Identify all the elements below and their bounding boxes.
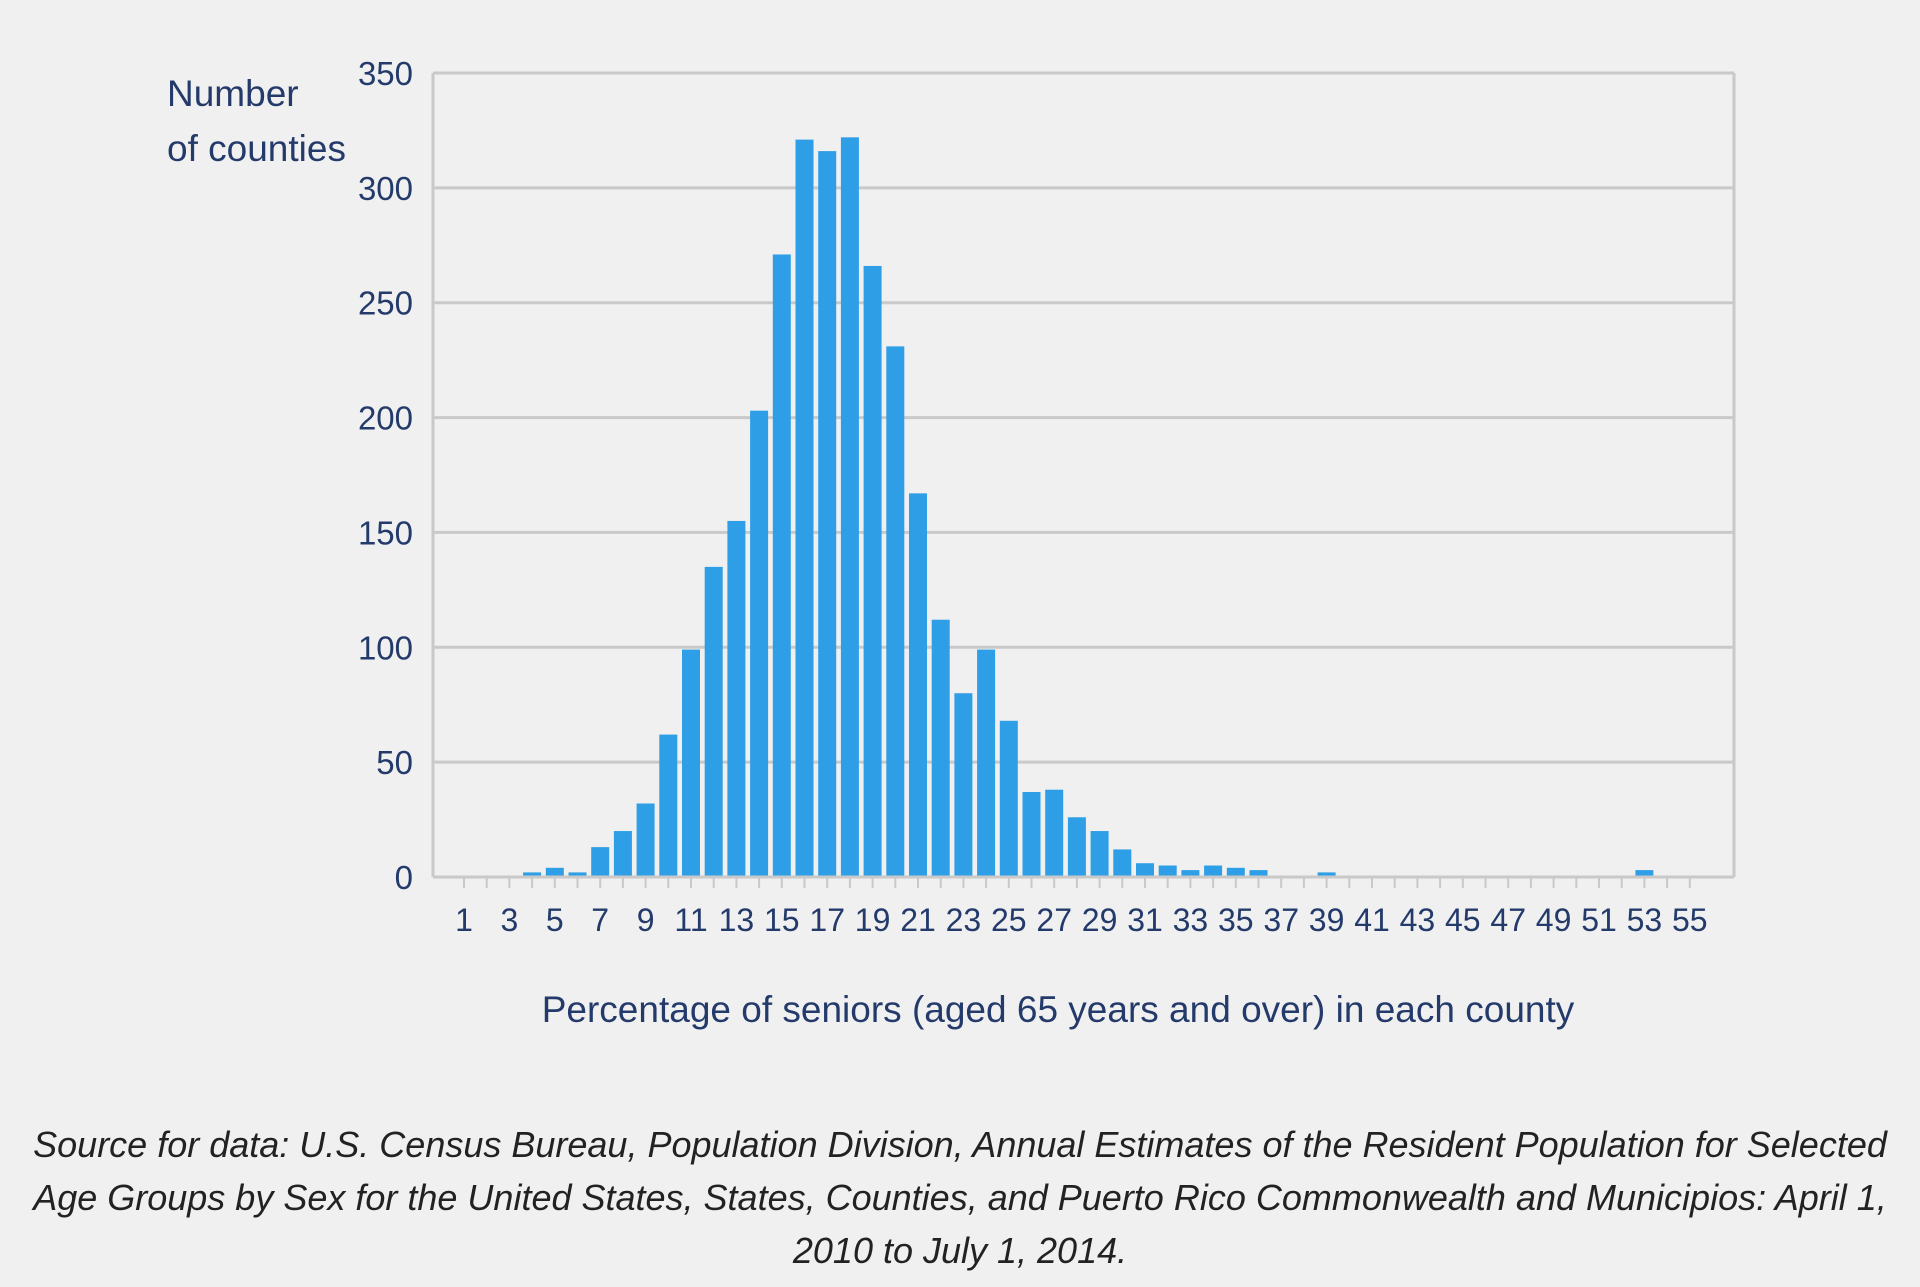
x-tick-label: 53 [1627, 902, 1663, 938]
source-line: Age Groups by Sex for the United States,… [33, 1177, 1887, 1218]
source-line: Source for data: U.S. Census Bureau, Pop… [33, 1124, 1887, 1165]
bar [1249, 870, 1268, 877]
x-tick-label: 49 [1536, 902, 1572, 938]
y-tick-label: 300 [358, 170, 413, 207]
bar [659, 734, 678, 877]
y-axis-label-line-1: Number [167, 73, 299, 114]
x-tick-label: 45 [1445, 902, 1481, 938]
x-tick-label: 29 [1082, 902, 1118, 938]
bar [1136, 863, 1154, 877]
y-tick-label: 100 [358, 629, 413, 666]
x-tick-label: 33 [1173, 902, 1209, 938]
bar [1022, 792, 1041, 877]
bar [1226, 867, 1245, 877]
gridlines [433, 71, 1734, 764]
bar [704, 566, 723, 877]
bar [727, 520, 746, 877]
bar [1067, 817, 1086, 877]
bar [863, 265, 882, 878]
x-tick-label: 19 [855, 902, 891, 938]
x-tick-label: 11 [674, 902, 707, 938]
y-tick-label: 50 [376, 744, 413, 781]
bar [1635, 870, 1654, 877]
x-tick-labels: 1 3 5 7 9 11 13 15 17 19 21 23 25 27 29 31 33 35 37 39 41 43 4… [455, 902, 1707, 938]
y-tick-label: 0 [395, 859, 413, 896]
x-tick-label: 23 [946, 902, 982, 938]
x-axis-label: Percentage of seniors (aged 65 years and… [542, 989, 1575, 1030]
bar [909, 493, 927, 877]
y-tick-label: 200 [358, 400, 413, 437]
y-tick-label: 250 [358, 285, 413, 322]
bar [568, 872, 587, 877]
bar [818, 151, 837, 878]
x-tick-label: 3 [501, 902, 519, 938]
x-tick-label: 39 [1309, 902, 1345, 938]
x-tick-label: 5 [546, 902, 564, 938]
bar [1204, 865, 1223, 877]
x-tick-label: 13 [719, 902, 755, 938]
x-tick-label: 51 [1581, 902, 1617, 938]
bar [682, 649, 700, 877]
bar [977, 649, 996, 877]
x-tick-label: 17 [809, 902, 845, 938]
bar [795, 139, 814, 878]
source-line: 2010 to July 1, 2014. [792, 1230, 1128, 1271]
source-note: Source for data: U.S. Census Bureau, Pop… [30, 1118, 1890, 1277]
bar [613, 831, 632, 877]
x-tick-label: 1 [455, 902, 473, 938]
x-tick-label: 31 [1127, 902, 1163, 938]
x-tick-label: 21 [900, 902, 936, 938]
bar [545, 867, 564, 877]
x-tick-label: 41 [1354, 902, 1390, 938]
y-axis-label-line-2: of counties [167, 128, 346, 169]
x-tick-label: 55 [1672, 902, 1708, 938]
x-tick-label: 37 [1263, 902, 1299, 938]
bar [1317, 872, 1336, 877]
x-tick-label: 43 [1400, 902, 1436, 938]
x-tick-label: 27 [1036, 902, 1072, 938]
x-tick-label: 9 [637, 902, 655, 938]
x-tick-label: 35 [1218, 902, 1254, 938]
bar [954, 693, 973, 877]
bar [750, 410, 769, 877]
bar [1181, 870, 1200, 877]
bar [772, 254, 791, 877]
bars [523, 137, 1654, 878]
bar [591, 847, 610, 877]
bar [1045, 789, 1064, 877]
bar [523, 872, 542, 877]
x-tick-label: 7 [591, 902, 609, 938]
bar [1158, 865, 1177, 877]
bar [840, 137, 859, 877]
bar [636, 803, 655, 877]
x-tick-label: 15 [764, 902, 800, 938]
bar [931, 619, 950, 877]
y-tick-label: 350 [358, 55, 413, 92]
plot-frame [431, 71, 1736, 888]
x-tick-label: 47 [1490, 902, 1526, 938]
y-tick-label: 150 [358, 514, 413, 551]
bar [886, 346, 905, 877]
bar [1113, 849, 1132, 877]
y-tick-labels: 0 50 100 150 200 250 300 350 [358, 55, 413, 896]
bar [999, 720, 1018, 877]
x-tick-label: 25 [991, 902, 1027, 938]
bar [1090, 831, 1109, 877]
